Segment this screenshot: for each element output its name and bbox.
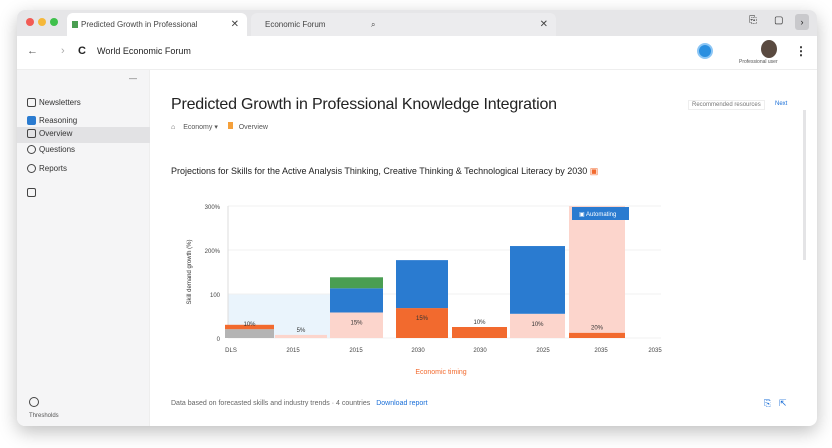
bar-segment [452, 327, 507, 338]
app-icon [27, 116, 36, 125]
bar-segment [569, 332, 625, 338]
main-content: Predicted Growth in Professional Knowled… [151, 70, 817, 426]
chat-icon [27, 145, 36, 154]
bar-segment [225, 324, 274, 330]
url-field[interactable]: World Economic Forum [97, 46, 191, 56]
sidebar-item-reasoning[interactable]: Reasoning [17, 114, 150, 128]
close-tab-icon[interactable]: ✕ [230, 19, 239, 30]
x-tick-label: 2035 [594, 348, 608, 354]
bar-segment [275, 334, 327, 338]
home-icon[interactable]: ⌂ [171, 124, 176, 131]
tab-inactive[interactable]: Economic Forum ⌕ ✕ [251, 13, 556, 36]
x-tick-label: 2015 [286, 348, 300, 354]
data-label: 15% [350, 320, 363, 326]
data-label: 10% [473, 320, 486, 326]
x-axis-label: Economic timing [415, 369, 466, 376]
data-label: 10% [531, 322, 544, 328]
sidebar-item-label: Overview [39, 129, 73, 138]
x-tick-label: 2030 [473, 348, 487, 354]
sidebar-item-label: Reasoning [39, 116, 78, 125]
sidebar-bottom-label: Thresholds [29, 413, 59, 419]
bar-chart: 0 100 200% 300% 10% 5% 15% 15% 10% 10% 20% ▣ Automa… [187, 205, 662, 376]
y-tick-label: 100 [210, 293, 221, 299]
bar-segment [225, 329, 274, 338]
bar-segment [330, 288, 383, 313]
breadcrumb-item[interactable]: Economy [183, 124, 213, 131]
folder-icon [227, 122, 233, 129]
x-tick-label: 2015 [349, 348, 363, 354]
bar-segment [569, 206, 625, 333]
scrollbar[interactable] [803, 110, 806, 260]
document-icon [27, 98, 36, 107]
profile-label: Professional user [739, 59, 778, 65]
x-tick-label: 2035 [648, 348, 662, 354]
x-tick-label: 2025 [536, 348, 550, 354]
sidebar-item-label: Reports [39, 164, 68, 173]
sidebar: — Newsletters Reasoning Overview Questio… [17, 70, 150, 426]
data-label: 20% [591, 326, 604, 332]
favicon-icon [72, 21, 78, 28]
back-icon[interactable]: ← [27, 45, 38, 57]
footer: Data based on forecasted skills and indu… [171, 400, 428, 407]
x-tick-label: DLS [225, 348, 237, 354]
legend-box [572, 207, 629, 220]
more-menu-icon[interactable]: ⋮ [795, 44, 807, 58]
footer-text: Data based on forecasted skills and indu… [171, 400, 371, 407]
sidebar-item-questions[interactable]: Questions [17, 143, 150, 157]
bar-segment [330, 312, 383, 338]
sidebar-item-label: Newsletters [39, 98, 81, 107]
collapse-icon[interactable]: — [129, 74, 137, 83]
search-icon: ⌕ [371, 20, 376, 29]
tab-label: Predicted Growth in Professional [81, 20, 198, 29]
calendar-icon [27, 129, 36, 138]
bar-segment [396, 260, 448, 309]
chart-title: Projections for Skills for the Active An… [171, 166, 599, 176]
y-tick-label: 300% [205, 205, 221, 211]
tab-label: Economic Forum [265, 20, 326, 29]
legend-label: ▣ Automating [579, 212, 616, 218]
window-icon[interactable]: ▢ [774, 15, 784, 26]
page-title: Predicted Growth in Professional Knowled… [171, 96, 557, 113]
y-tick-label: 0 [217, 337, 221, 343]
breadcrumb: ⌂ Economy ▾ Overview [171, 122, 268, 131]
sidebar-item-overview[interactable]: Overview [17, 127, 150, 143]
resources-label: Recommended resources [688, 100, 765, 110]
sidebar-item-newsletters[interactable]: Newsletters [17, 96, 150, 110]
browser-window: Predicted Growth in Professional ✕ Econo… [17, 10, 817, 426]
breadcrumb-item[interactable]: Overview [238, 124, 268, 131]
gauge-icon [27, 188, 36, 197]
data-label: 10% [243, 322, 256, 328]
close-window-button[interactable] [26, 18, 34, 26]
avatar[interactable] [761, 40, 777, 58]
bar-segment [510, 246, 565, 314]
bookmark-icon[interactable]: ⎘ [749, 15, 757, 26]
next-link[interactable]: Next [775, 101, 788, 107]
address-bar: ← › C World Economic Forum Professional … [17, 36, 817, 70]
bar-segment [510, 313, 565, 338]
sidebar-item-label: Questions [39, 145, 76, 154]
maximize-window-button[interactable] [50, 18, 58, 26]
x-tick-label: 2030 [411, 348, 425, 354]
sidebar-item-reports[interactable]: Reports [17, 162, 150, 176]
reload-icon[interactable]: C [78, 45, 86, 57]
y-axis-label: Skill demand growth (%) [187, 239, 193, 304]
bar-segment [330, 277, 383, 289]
close-tab-icon[interactable]: ✕ [539, 19, 548, 30]
export-icon[interactable]: ⇱ [779, 398, 787, 408]
assistant-icon[interactable] [697, 43, 713, 59]
data-label: 15% [416, 316, 429, 322]
sidebar-item-gauge[interactable] [17, 186, 150, 200]
y-tick-label: 200% [205, 249, 221, 255]
data-label: 5% [297, 328, 306, 334]
info-icon[interactable] [29, 397, 39, 407]
tab-active[interactable]: Predicted Growth in Professional ✕ [67, 13, 247, 36]
save-icon[interactable]: ⎘ [764, 398, 772, 408]
check-icon [27, 164, 36, 173]
bar-segment [396, 308, 448, 338]
sidebar-toggle-icon[interactable]: › [795, 14, 809, 30]
forward-icon[interactable]: › [61, 45, 65, 57]
tab-bar: Predicted Growth in Professional ✕ Econo… [17, 10, 817, 36]
download-link[interactable]: Download report [376, 400, 428, 407]
minimize-window-button[interactable] [38, 18, 46, 26]
